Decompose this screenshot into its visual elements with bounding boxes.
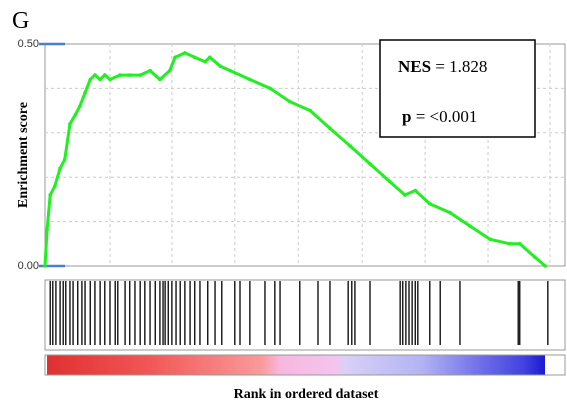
y-axis-label: Enrichment score xyxy=(16,102,31,208)
es-point xyxy=(103,73,107,77)
es-point xyxy=(228,68,232,73)
es-point xyxy=(83,91,87,95)
nes-value: = 1.828 xyxy=(435,57,487,76)
es-point xyxy=(403,193,407,197)
x-axis-label: Rank in ordered dataset xyxy=(234,387,379,402)
es-point xyxy=(448,210,452,215)
p-text: p = <0.001 xyxy=(402,107,477,126)
es-point xyxy=(208,55,212,60)
es-point xyxy=(218,64,223,68)
es-point xyxy=(127,73,132,77)
es-point xyxy=(43,264,47,268)
es-point xyxy=(328,126,332,131)
heatmap-frame xyxy=(44,354,566,376)
es-point xyxy=(45,228,49,232)
es-point xyxy=(53,184,57,188)
es-point xyxy=(248,77,252,82)
es-point xyxy=(93,73,97,77)
es-point xyxy=(192,55,197,60)
es-point xyxy=(288,99,292,104)
es-point xyxy=(88,77,93,82)
es-point xyxy=(203,59,207,64)
es-point xyxy=(368,162,372,166)
es-point xyxy=(348,144,353,148)
es-point xyxy=(138,73,142,77)
es-point xyxy=(168,68,172,73)
nes-label: NES xyxy=(398,57,431,76)
hits-frame xyxy=(44,279,566,351)
es-point xyxy=(543,264,548,268)
es-point xyxy=(173,55,177,60)
es-point xyxy=(78,104,82,108)
es-point xyxy=(58,166,62,171)
y-tick-label: 0.00 xyxy=(18,260,39,272)
plot-frame xyxy=(44,43,566,267)
es-point xyxy=(533,255,537,259)
es-point xyxy=(148,68,152,73)
rank-heatmap xyxy=(47,355,545,375)
es-point xyxy=(468,224,472,228)
es-point xyxy=(158,77,162,82)
es-point xyxy=(68,122,72,126)
y-tick-label: 0.50 xyxy=(18,38,39,50)
es-point xyxy=(268,86,272,91)
es-point xyxy=(108,77,112,82)
es-point xyxy=(62,157,67,162)
es-point xyxy=(48,193,52,197)
p-value: = <0.001 xyxy=(416,107,478,126)
es-point xyxy=(508,242,512,246)
es-point xyxy=(413,188,418,193)
stats-box xyxy=(379,39,536,138)
es-point xyxy=(183,51,187,55)
panel-label: G xyxy=(12,8,29,34)
es-point xyxy=(73,113,77,117)
es-point xyxy=(308,108,313,113)
p-label: p xyxy=(402,107,411,126)
es-point xyxy=(517,242,522,246)
es-line xyxy=(43,51,547,268)
es-point xyxy=(488,237,492,242)
es-point xyxy=(428,202,432,206)
es-point xyxy=(387,179,392,184)
nes-text: NES = 1.828 xyxy=(398,57,487,76)
es-point xyxy=(118,73,122,77)
es-point xyxy=(98,77,102,82)
